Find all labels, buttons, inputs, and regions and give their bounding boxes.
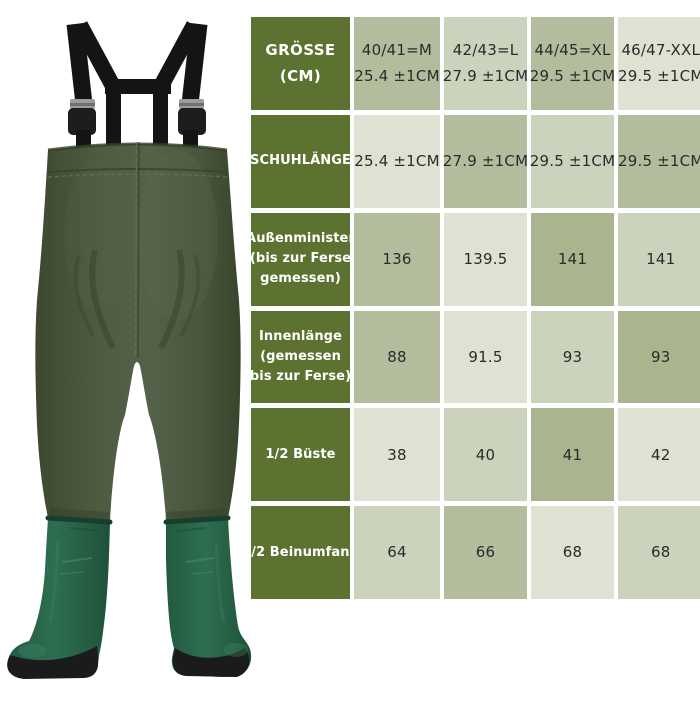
boot-right bbox=[163, 515, 252, 677]
product-image-waders bbox=[0, 0, 252, 700]
cell-line: 68 bbox=[562, 543, 583, 562]
suspender-left-inner-strap bbox=[106, 88, 121, 152]
cell-line: 88 bbox=[387, 347, 407, 366]
value-cell: 64 bbox=[354, 506, 440, 599]
cell-line: 29.5 ±1CM bbox=[618, 152, 700, 171]
cell-line: 40/41=M bbox=[361, 41, 433, 60]
cell-line: 93 bbox=[562, 347, 583, 366]
cell-line: 29.5 ±1CM bbox=[529, 152, 616, 171]
col-header-size-xxl: 46/47-XXL 29.5 ±1CM bbox=[618, 17, 700, 110]
col-header-size-m: 40/41=M 25.4 ±1CM bbox=[354, 17, 440, 110]
value-cell: 88 bbox=[354, 310, 440, 404]
cell-line: GRÖSSE bbox=[265, 41, 336, 60]
value-cell: 42 bbox=[618, 408, 700, 502]
size-table: GRÖSSE (CM) 40/41=M 25.4 ±1CM 42/43=L 27… bbox=[242, 17, 700, 599]
cell-line: 68 bbox=[651, 543, 671, 562]
value-cell: 29.5 ±1CM bbox=[618, 114, 700, 208]
cell-line: 38 bbox=[387, 445, 407, 464]
cell-line: 25.4 ±1CM bbox=[354, 152, 440, 171]
cell-line: 27.9 ±1CM bbox=[442, 67, 529, 86]
col-header-size-l: 42/43=L 27.9 ±1CM bbox=[442, 17, 529, 110]
cell-line: 139.5 bbox=[463, 249, 508, 268]
header-cell-groesse: GRÖSSE (CM) bbox=[251, 17, 350, 110]
value-cell: 27.9 ±1CM bbox=[442, 114, 529, 208]
cell-line: Innenlänge bbox=[258, 328, 343, 344]
row-label-aussenlaenge: Außenminister (bis zur Ferse gemessen) bbox=[246, 212, 355, 306]
cell-line: 66 bbox=[475, 543, 496, 562]
cell-line: 1/2 Büste bbox=[265, 446, 336, 462]
cell-line: 1/2 Beinumfang bbox=[242, 544, 359, 560]
value-cell: 136 bbox=[354, 212, 440, 306]
wader-body bbox=[35, 141, 241, 522]
cell-line: 64 bbox=[387, 543, 407, 562]
cell-line: 29.5 ±1CM bbox=[618, 67, 700, 86]
cell-line: 25.4 ±1CM bbox=[354, 67, 440, 86]
boot-left bbox=[7, 515, 113, 679]
value-cell: 25.4 ±1CM bbox=[354, 114, 440, 208]
cell-line: Außenminister bbox=[246, 230, 355, 246]
row-label-innenlaenge: Innenlänge (gemessen bis zur Ferse) bbox=[249, 310, 352, 404]
cell-line: 46/47-XXL bbox=[621, 41, 700, 60]
suspender-right-inner-strap bbox=[153, 88, 168, 152]
cell-line: 136 bbox=[382, 249, 412, 268]
col-header-size-xl: 44/45=XL 29.5 ±1CM bbox=[529, 17, 616, 110]
value-cell: 68 bbox=[618, 506, 700, 599]
value-cell: 29.5 ±1CM bbox=[529, 114, 616, 208]
row-label-schuhlaenge: SCHUHLÄNGE bbox=[250, 114, 351, 208]
cell-line: (gemessen bbox=[260, 348, 341, 364]
value-cell: 93 bbox=[618, 310, 700, 404]
cell-line: 141 bbox=[557, 249, 588, 268]
value-cell: 139.5 bbox=[444, 212, 527, 306]
value-cell: 38 bbox=[354, 408, 440, 502]
row-label-bueste: 1/2 Büste bbox=[251, 408, 350, 502]
value-cell: 66 bbox=[444, 506, 527, 599]
value-cell: 91.5 bbox=[444, 310, 527, 404]
sole-left bbox=[7, 646, 99, 679]
cell-line: 44/45=XL bbox=[534, 41, 611, 60]
buckle-left bbox=[68, 99, 96, 152]
cell-line: 29.5 ±1CM bbox=[529, 67, 616, 86]
cell-line: 42 bbox=[651, 445, 671, 464]
cell-line: bis zur Ferse) bbox=[249, 368, 352, 384]
cell-line: 27.9 ±1CM bbox=[442, 152, 529, 171]
value-cell: 68 bbox=[531, 506, 614, 599]
cell-line: 141 bbox=[646, 249, 676, 268]
value-cell: 41 bbox=[531, 408, 614, 502]
cell-line: 93 bbox=[651, 347, 671, 366]
cell-line: 40 bbox=[475, 445, 496, 464]
cell-line: 41 bbox=[562, 445, 583, 464]
sole-right bbox=[172, 648, 250, 677]
value-cell: 141 bbox=[618, 212, 700, 306]
cell-line: 42/43=L bbox=[452, 41, 519, 60]
cell-line: (bis zur Ferse bbox=[249, 251, 352, 266]
cell-line: SCHUHLÄNGE bbox=[250, 153, 351, 169]
cell-line: (CM) bbox=[279, 67, 322, 86]
value-cell: 141 bbox=[531, 212, 614, 306]
value-cell: 40 bbox=[444, 408, 527, 502]
cell-line: gemessen) bbox=[260, 271, 341, 287]
wader-illustration bbox=[7, 21, 252, 679]
value-cell: 93 bbox=[531, 310, 614, 404]
suspenders bbox=[66, 21, 208, 105]
cell-line: 91.5 bbox=[468, 347, 503, 366]
row-label-beinumfang: 1/2 Beinumfang bbox=[242, 506, 359, 599]
